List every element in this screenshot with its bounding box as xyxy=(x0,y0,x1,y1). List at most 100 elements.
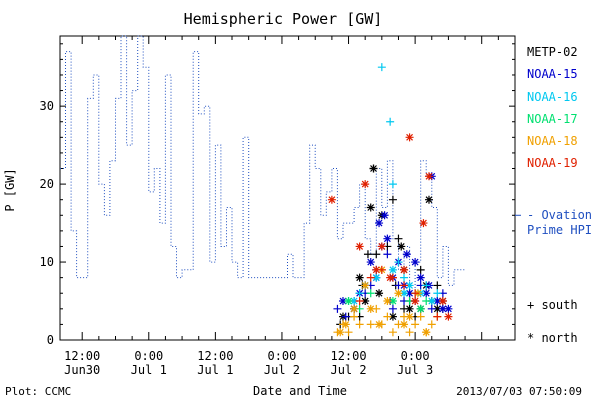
point-noaa19-north xyxy=(411,297,420,306)
point-noaa19-north xyxy=(424,172,433,181)
point-noaa15-north xyxy=(422,289,431,298)
point-noaa15-north xyxy=(438,304,447,313)
y-axis: 0 10 20 30 xyxy=(40,43,515,347)
plot-credit: Plot: CCMC xyxy=(5,385,71,398)
satellite-points xyxy=(327,63,453,337)
point-metp02-north xyxy=(369,164,378,173)
point-noaa17-south xyxy=(422,297,431,306)
point-noaa18-south xyxy=(383,312,392,321)
point-noaa18-north xyxy=(341,320,350,329)
legend-item-metp02: METP-02 xyxy=(527,45,578,59)
point-noaa15-south xyxy=(333,304,342,313)
y-tick-label: 10 xyxy=(40,255,54,269)
x-tick-label-date: Jul 2 xyxy=(330,363,366,377)
legend-item-noaa17: NOAA-17 xyxy=(527,112,578,126)
point-metp02-south xyxy=(394,234,403,243)
point-noaa15-north xyxy=(366,258,375,267)
point-noaa17-south xyxy=(366,289,375,298)
point-noaa19-north xyxy=(405,133,414,142)
y-tick-label: 0 xyxy=(47,333,54,347)
point-noaa15-north xyxy=(405,289,414,298)
point-noaa16-south xyxy=(422,281,431,290)
legend-item-noaa15: NOAA-15 xyxy=(527,67,578,81)
point-metp02-north xyxy=(366,203,375,212)
point-metp02-south xyxy=(433,281,442,290)
legend-item-noaa19: NOAA-19 xyxy=(527,156,578,170)
x-tick-label-date: Jul 3 xyxy=(397,363,433,377)
point-noaa16-south xyxy=(433,289,442,298)
point-metp02-south xyxy=(372,250,381,259)
point-noaa15-north xyxy=(444,304,453,313)
point-noaa16-south xyxy=(377,63,386,72)
point-noaa16-south xyxy=(400,273,409,282)
point-noaa16-south xyxy=(394,258,403,267)
y-tick-label: 30 xyxy=(40,99,54,113)
x-tick-label-date: Jul 1 xyxy=(197,363,233,377)
point-noaa19-north xyxy=(377,242,386,251)
x-tick-label-time: 0:00 xyxy=(134,349,163,363)
point-noaa18-north xyxy=(400,320,409,329)
x-tick-label-date: Jul 2 xyxy=(264,363,300,377)
point-noaa15-north xyxy=(416,273,425,282)
point-noaa19-south xyxy=(355,297,364,306)
point-noaa15-south xyxy=(427,304,436,313)
point-noaa16-north xyxy=(405,281,414,290)
legend-item-noaa16: NOAA-16 xyxy=(527,90,578,104)
x-tick-label-date: Jul 1 xyxy=(131,363,167,377)
x-tick-label-time: 0:00 xyxy=(401,349,430,363)
point-noaa15-south xyxy=(341,312,350,321)
point-noaa15-north xyxy=(402,250,411,259)
point-noaa17-north xyxy=(388,297,397,306)
x-tick-label-time: 12:00 xyxy=(64,349,100,363)
point-noaa19-south xyxy=(411,289,420,298)
point-noaa18-south xyxy=(388,328,397,337)
point-noaa16-north xyxy=(400,289,409,298)
point-noaa15-north xyxy=(411,258,420,267)
point-noaa16-north xyxy=(350,297,359,306)
point-metp02-south xyxy=(363,250,372,259)
point-noaa18-north xyxy=(405,312,414,321)
point-noaa16-north xyxy=(372,273,381,282)
point-noaa16-north xyxy=(388,265,397,274)
point-noaa18-north xyxy=(350,304,359,313)
point-noaa18-south xyxy=(366,320,375,329)
point-noaa18-south xyxy=(427,320,436,329)
point-noaa19-north xyxy=(355,242,364,251)
point-noaa19-north xyxy=(419,219,428,228)
point-noaa19-south xyxy=(433,312,442,321)
point-metp02-north xyxy=(424,195,433,204)
legend: METP-02 NOAA-15 NOAA-16 NOAA-17 NOAA-18 … xyxy=(527,45,592,345)
point-noaa19-south xyxy=(366,273,375,282)
point-noaa16-south xyxy=(388,180,397,189)
y-tick-label: 20 xyxy=(40,177,54,191)
point-noaa18-south xyxy=(344,328,353,337)
point-noaa17-north xyxy=(344,297,353,306)
point-noaa19-north xyxy=(386,273,395,282)
point-metp02-north xyxy=(388,312,397,321)
legend-north-marker: * north xyxy=(527,331,578,345)
ovation-hpi-series xyxy=(60,35,521,294)
point-noaa18-south xyxy=(405,328,414,337)
x-tick-label-time: 12:00 xyxy=(330,349,366,363)
point-metp02-south xyxy=(388,195,397,204)
legend-ovation-label-line2: Prime HPI xyxy=(527,223,592,237)
legend-item-noaa18: NOAA-18 xyxy=(527,134,578,148)
ovation-hpi-line xyxy=(60,35,466,294)
x-tick-label-date: Jun30 xyxy=(64,363,100,377)
point-metp02-north xyxy=(397,242,406,251)
chart-title: Hemispheric Power [GW] xyxy=(184,10,383,28)
x-tick-label-time: 0:00 xyxy=(267,349,296,363)
point-noaa19-north xyxy=(327,195,336,204)
point-noaa18-north xyxy=(336,328,345,337)
point-noaa15-north xyxy=(380,211,389,220)
point-noaa19-north xyxy=(372,265,381,274)
x-tick-label-time: 12:00 xyxy=(197,349,233,363)
point-metp02-north xyxy=(355,273,364,282)
point-noaa19-north xyxy=(361,180,370,189)
point-noaa15-north xyxy=(375,219,384,228)
point-noaa15-north xyxy=(338,297,347,306)
point-noaa17-north xyxy=(416,304,425,313)
point-noaa18-north xyxy=(383,297,392,306)
point-noaa19-south xyxy=(400,281,409,290)
